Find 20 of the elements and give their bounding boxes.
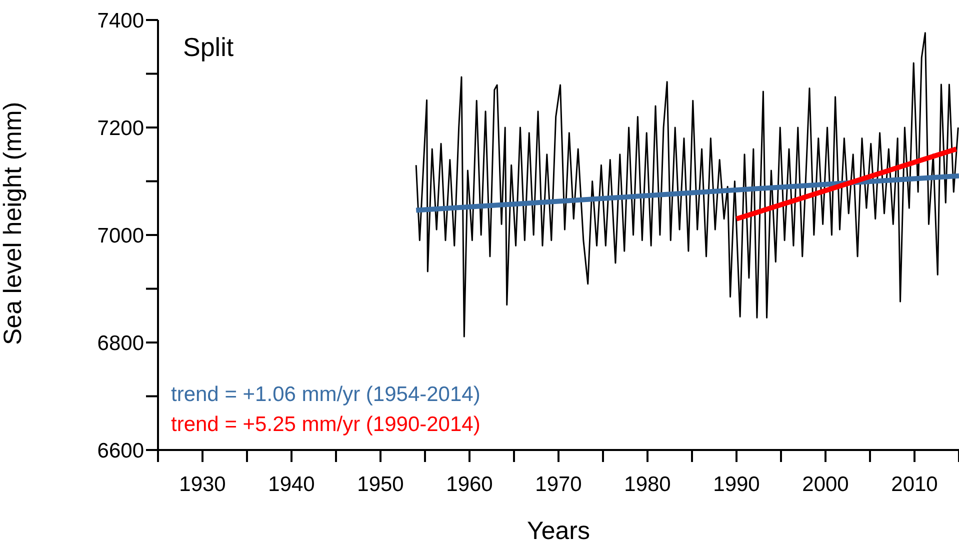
x-tick-label: 1930	[179, 472, 226, 496]
x-tick-label: 1940	[268, 472, 315, 496]
y-tick-label: 7200	[97, 116, 144, 140]
x-axis-title: Years	[526, 517, 590, 545]
x-tick-label: 1970	[535, 472, 582, 496]
y-tick-label: 6800	[97, 332, 144, 355]
y-tick-label: 7000	[97, 224, 144, 248]
x-tick-label: 1980	[624, 472, 671, 496]
x-tick-label: 1990	[713, 472, 760, 496]
text: Split	[183, 32, 234, 63]
y-tick-label: 6600	[97, 439, 144, 462]
line-series	[415, 32, 959, 338]
x-tick-label: 2000	[802, 472, 849, 496]
x-tick-label: 1950	[357, 472, 404, 496]
x-tick-label: 2010	[891, 472, 938, 496]
y-tick-label: 7400	[97, 9, 144, 32]
x-tick-label: 1960	[446, 472, 493, 496]
y-axis-title: Sea level height (mm)	[0, 102, 27, 345]
annotation: trend = +1.06 mm/yr (1954-2014)	[171, 383, 480, 407]
annotation: trend = +5.25 mm/yr (1990-2014)	[171, 413, 480, 437]
